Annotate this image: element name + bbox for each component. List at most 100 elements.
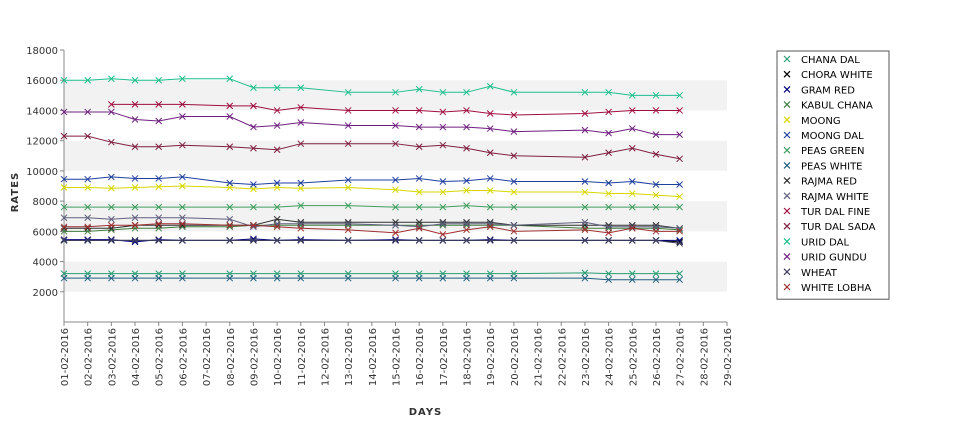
data-point [605, 149, 612, 157]
data-point [463, 237, 470, 244]
series-line [64, 239, 680, 244]
data-point [605, 190, 612, 197]
data-point [392, 221, 399, 229]
data-point [510, 203, 518, 211]
data-point [652, 150, 660, 158]
data-point [155, 203, 163, 211]
data-point [297, 202, 305, 209]
y-tick-label: 10000 [26, 167, 58, 178]
data-point [250, 181, 257, 188]
data-point [226, 143, 234, 151]
data-point [344, 184, 352, 191]
data-point [652, 270, 660, 277]
data-point [131, 224, 139, 232]
data-point [486, 125, 494, 132]
data-point [510, 227, 518, 235]
data-point [652, 276, 660, 284]
data-point [510, 111, 518, 119]
x-tick-label: 18-02-2016 [463, 328, 474, 386]
series-line [64, 205, 680, 208]
data-point [628, 125, 636, 132]
data-point [581, 88, 589, 96]
data-point [581, 237, 589, 244]
legend-item: GRAM RED [783, 85, 855, 96]
data-point [60, 132, 68, 140]
data-point [676, 227, 683, 235]
data-point [108, 75, 115, 83]
data-point [463, 123, 470, 131]
data-point [581, 218, 589, 226]
data-point [344, 226, 352, 234]
data-point [297, 274, 305, 282]
data-point [581, 269, 589, 277]
data-point [131, 237, 139, 244]
grid-band [64, 291, 727, 322]
data-point [344, 237, 352, 244]
data-point [486, 237, 494, 244]
x-tick-label: 20-02-2016 [510, 328, 521, 386]
data-point [155, 236, 163, 243]
series-layer [60, 75, 683, 284]
data-point [131, 143, 139, 151]
data-point [392, 186, 399, 194]
x-tick-label: 03-02-2016 [107, 328, 118, 386]
data-point [510, 237, 518, 244]
data-point [108, 203, 115, 211]
data-point [297, 119, 305, 126]
data-point [179, 237, 186, 244]
data-point [676, 91, 683, 99]
data-point [273, 84, 281, 92]
x-tick-label: 11-02-2016 [297, 328, 308, 386]
x-tick-label: 26-02-2016 [652, 328, 663, 386]
data-point [510, 152, 518, 160]
data-point [273, 274, 281, 282]
data-point [415, 175, 423, 182]
data-point [605, 88, 612, 96]
data-point [226, 179, 234, 187]
data-point [344, 176, 352, 184]
legend-item: MOONG DAL [783, 131, 864, 142]
grid-band [64, 261, 727, 292]
data-point [84, 184, 92, 191]
series-line [64, 277, 680, 281]
x-tick-label: 05-02-2016 [155, 328, 166, 386]
y-axis-title: RATES [10, 172, 21, 213]
data-point [273, 203, 281, 211]
legend-label: URID DAL [801, 237, 849, 248]
data-point [84, 223, 92, 231]
data-point [415, 143, 423, 151]
legend-item: WHITE LOBHA [783, 283, 871, 294]
legend-item: CHANA DAL [783, 55, 860, 66]
y-tick-label: 12000 [26, 137, 58, 148]
x-tick-label: 06-02-2016 [178, 328, 189, 386]
data-point [131, 175, 139, 182]
legend-item: URID DAL [783, 237, 849, 248]
legend-label: URID GUNDU [801, 253, 867, 264]
data-point [605, 229, 612, 237]
data-point [486, 220, 494, 228]
data-point [439, 123, 447, 131]
data-point [179, 220, 186, 228]
y-tick-label: 6000 [33, 227, 58, 238]
data-point [628, 178, 636, 185]
data-point [463, 202, 470, 209]
data-point [250, 274, 257, 282]
data-point [273, 223, 281, 231]
data-point [155, 220, 163, 228]
y-tick-label: 8000 [33, 197, 58, 208]
data-point [581, 203, 589, 211]
series-peas-green [60, 202, 683, 211]
series-line [64, 176, 680, 185]
x-tick-label: 14-02-2016 [368, 328, 379, 386]
data-point [463, 220, 470, 228]
legend-label: CHORA WHITE [801, 70, 873, 81]
x-tick-label: 09-02-2016 [249, 328, 260, 386]
data-point [581, 153, 589, 161]
data-point [676, 276, 683, 284]
legend-marker [783, 85, 791, 93]
data-point [131, 184, 139, 191]
data-point [392, 88, 399, 96]
x-tick-label: 02-02-2016 [84, 328, 95, 386]
data-point [226, 221, 234, 229]
